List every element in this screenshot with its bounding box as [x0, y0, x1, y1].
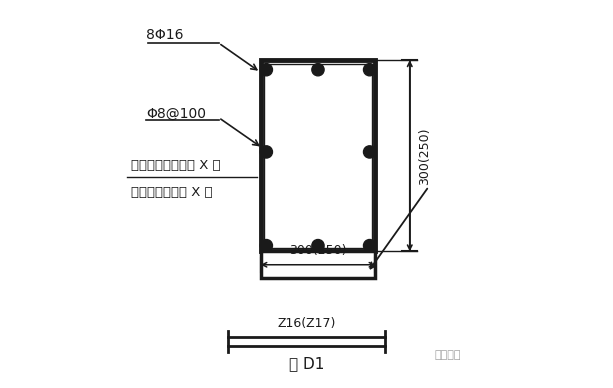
- Circle shape: [261, 64, 272, 76]
- Circle shape: [312, 64, 324, 76]
- Bar: [261, 251, 375, 278]
- Bar: [264, 64, 371, 248]
- Bar: [261, 60, 375, 251]
- Circle shape: [261, 239, 272, 252]
- Text: Φ8@100: Φ8@100: [146, 107, 206, 121]
- Text: 8Φ16: 8Φ16: [146, 28, 183, 42]
- Circle shape: [364, 239, 376, 252]
- Circle shape: [364, 64, 376, 76]
- Text: 300(250): 300(250): [289, 244, 347, 257]
- Circle shape: [364, 146, 376, 158]
- Text: 图 D1: 图 D1: [289, 356, 324, 371]
- Circle shape: [261, 146, 272, 158]
- Circle shape: [312, 239, 324, 252]
- Text: 300(250): 300(250): [418, 127, 431, 185]
- Text: Z16(Z17): Z16(Z17): [277, 317, 336, 330]
- Text: 或工程洽商记录 X 号: 或工程洽商记录 X 号: [131, 186, 212, 199]
- Text: 见设计变更通知单 X 号: 见设计变更通知单 X 号: [131, 159, 220, 172]
- Text: 豆丁施工: 豆丁施工: [435, 350, 461, 360]
